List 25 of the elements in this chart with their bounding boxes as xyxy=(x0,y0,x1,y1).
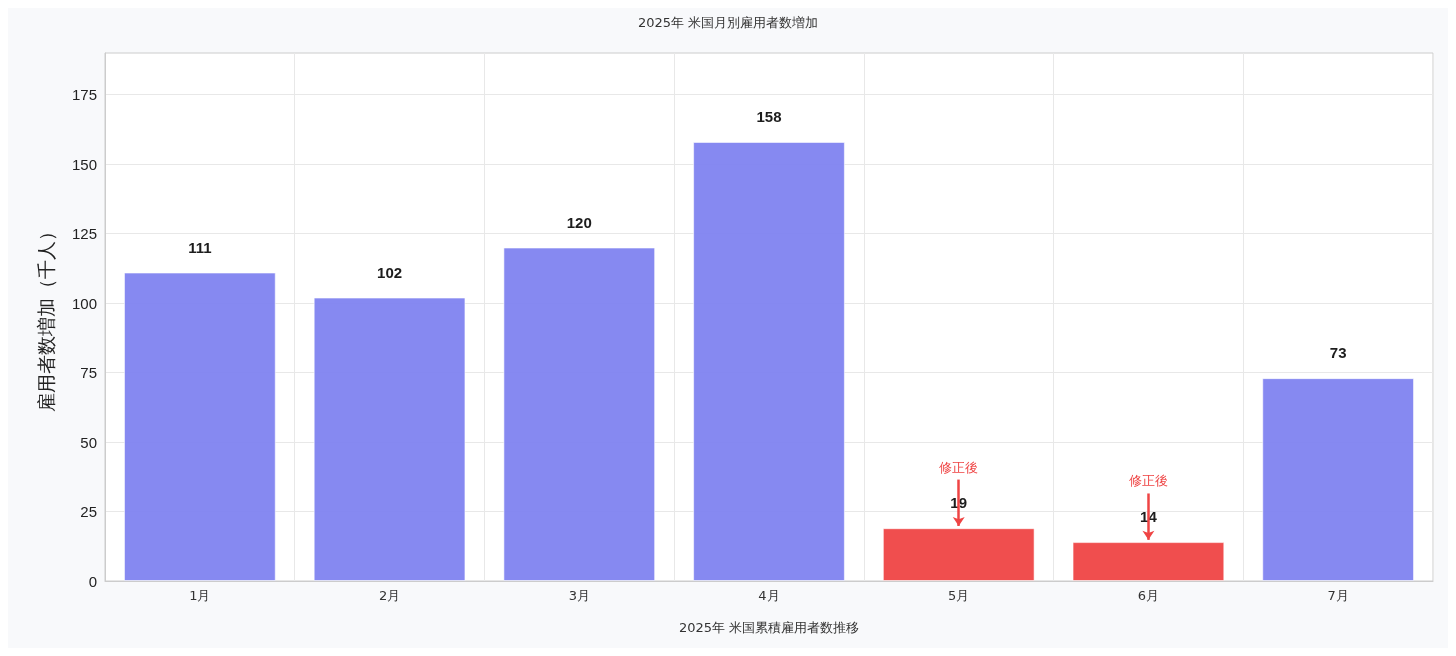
y-tick-label: 0 xyxy=(88,572,97,590)
x-tick-label: 5月 xyxy=(948,588,970,603)
x-tick-label: 2月 xyxy=(378,588,401,603)
y-tick-label: 150 xyxy=(71,155,97,173)
x-axis-title: 2025年 米国累積雇用者数推移 xyxy=(678,620,860,635)
data-label: 73 xyxy=(1329,344,1347,362)
x-tick-label: 3月 xyxy=(568,588,590,603)
chart-title: 2025年 米国月別雇用者数増加 xyxy=(637,15,819,30)
x-tick-label: 4月 xyxy=(758,588,780,603)
y-tick-label: 25 xyxy=(80,503,97,521)
data-label: 111 xyxy=(188,238,212,256)
x-tick-label: 7月 xyxy=(1327,588,1349,603)
data-label: 120 xyxy=(566,213,592,231)
y-tick-label: 75 xyxy=(80,364,97,382)
y-tick-label: 125 xyxy=(71,225,97,243)
annotation: 修正後 xyxy=(1128,473,1168,489)
annotation: 修正後 xyxy=(939,459,979,475)
data-label: 158 xyxy=(756,107,782,125)
x-tick-label: 1月 xyxy=(189,588,211,603)
y-tick-label: 50 xyxy=(80,433,97,451)
data-label: 102 xyxy=(377,263,403,281)
y-tick-label: 175 xyxy=(71,86,97,104)
x-tick-label: 6月 xyxy=(1137,588,1160,603)
y-tick-label: 100 xyxy=(71,294,97,312)
y-axis-title: 雇用者数増加（千人） xyxy=(34,222,57,412)
